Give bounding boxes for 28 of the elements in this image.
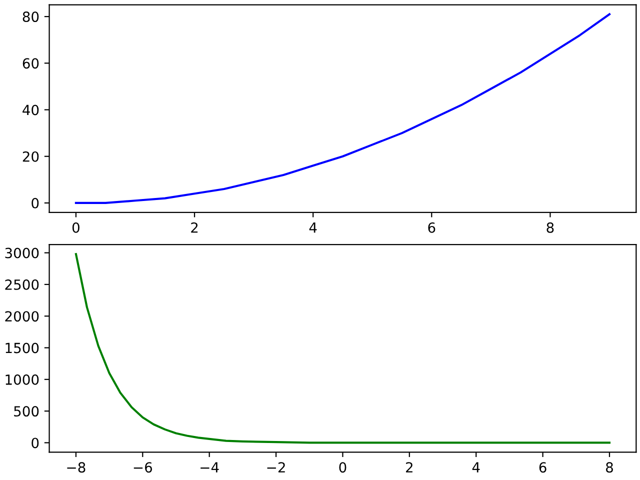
x-tick-label: 2	[191, 222, 198, 233]
x-tick-label: 6	[539, 462, 546, 473]
x-tick-label: 2	[406, 462, 412, 472]
y-tick-label: 80	[22, 12, 39, 22]
x-tick-label: 8	[546, 222, 554, 233]
line-series	[74, 253, 611, 444]
x-tick-label: 6	[428, 222, 436, 233]
x-tick-label: 0	[72, 222, 80, 233]
x-tick-label: 4	[472, 462, 480, 472]
x-tick-label: −4	[200, 462, 219, 472]
x-tick-label: −6	[134, 462, 152, 473]
x-tick-label: −2	[267, 462, 285, 472]
y-tick-label: 40	[22, 104, 39, 116]
line-series	[74, 13, 611, 204]
y-tick-label: 3000	[5, 248, 39, 258]
y-tick-label: 0	[32, 438, 39, 448]
x-tick-label: 8	[606, 462, 613, 473]
y-tick-label: 2500	[5, 279, 39, 290]
x-tick-label: −8	[67, 462, 86, 473]
y-tick-label: 500	[14, 406, 39, 417]
y-tick-label: 0	[32, 198, 39, 208]
x-tick-label: 0	[339, 462, 346, 473]
x-tick-label: 4	[309, 222, 317, 233]
y-tick-label: 2000	[5, 311, 39, 322]
y-tick-label: 1000	[6, 374, 39, 385]
y-tick-label: 1500	[6, 342, 39, 354]
y-tick-label: 20	[22, 151, 39, 162]
y-tick-label: 60	[22, 58, 39, 69]
